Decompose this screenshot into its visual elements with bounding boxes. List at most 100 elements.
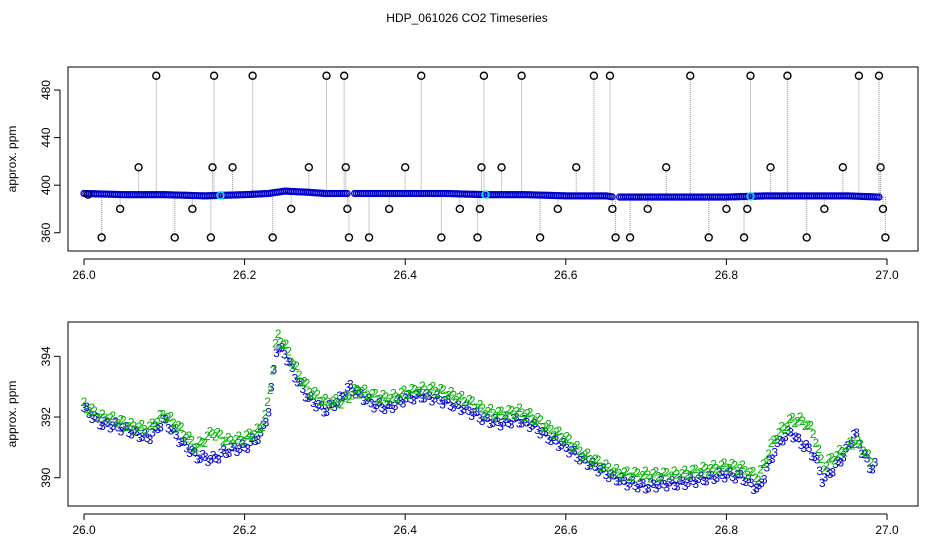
series-3-point: 3 bbox=[394, 393, 401, 407]
series-3-point: 3 bbox=[761, 472, 768, 486]
series-2-point: 2 bbox=[367, 391, 374, 405]
series-2-point: 2 bbox=[102, 411, 109, 425]
series-3-point: 3 bbox=[782, 430, 789, 444]
series-2-point: 2 bbox=[718, 458, 725, 472]
series-2-point: 2 bbox=[151, 419, 158, 433]
series-2-point: 2 bbox=[823, 460, 830, 474]
series-3-point: 3 bbox=[624, 479, 631, 493]
series-2-point: 2 bbox=[388, 391, 395, 405]
series-3-point: 3 bbox=[703, 474, 710, 488]
spike-point bbox=[209, 71, 219, 80]
x-tick-label: 26.0 bbox=[72, 268, 96, 282]
series-3-point: 3 bbox=[787, 425, 794, 439]
series-2-point: 2 bbox=[207, 424, 214, 438]
series-3-point: 3 bbox=[323, 405, 330, 419]
series-2-point: 2 bbox=[810, 427, 817, 441]
series-3-point: 3 bbox=[376, 396, 383, 410]
series-2-point: 2 bbox=[125, 419, 132, 433]
series-3-point: 3 bbox=[803, 437, 810, 451]
series-2-point: 2 bbox=[275, 327, 282, 341]
series-2-point: 2 bbox=[854, 434, 861, 448]
spike-point bbox=[479, 71, 489, 80]
series-3-point: 3 bbox=[236, 442, 243, 456]
highlight-point bbox=[481, 190, 490, 199]
series-3-point: 3 bbox=[226, 446, 233, 460]
series-3-point: 3 bbox=[128, 428, 135, 442]
series-2-point: 2 bbox=[553, 425, 560, 439]
series-3-point: 3 bbox=[732, 473, 739, 487]
series-2-point: 2 bbox=[802, 419, 809, 433]
series-3-point: 3 bbox=[273, 346, 280, 360]
series-3-point: 3 bbox=[244, 442, 251, 456]
series-2-point: 2 bbox=[327, 398, 334, 412]
series-3-point: 3 bbox=[640, 476, 647, 490]
series-3-point: 3 bbox=[642, 482, 649, 496]
series-3-point: 3 bbox=[336, 389, 343, 403]
series-3-point: 3 bbox=[176, 436, 183, 450]
series-2-point: 2 bbox=[605, 460, 612, 474]
series-2-point: 2 bbox=[385, 395, 392, 409]
series-3-point: 3 bbox=[719, 468, 726, 482]
series-2-point: 2 bbox=[490, 406, 497, 420]
series-2-point: 2 bbox=[765, 447, 772, 461]
series-3-point: 3 bbox=[574, 451, 581, 465]
series-3-point: 3 bbox=[437, 393, 444, 407]
plot-area bbox=[80, 71, 890, 242]
spike-point bbox=[820, 204, 829, 214]
series-3-point: 3 bbox=[645, 482, 652, 496]
y-tick-label: 394 bbox=[39, 346, 53, 366]
series-2-point: 2 bbox=[721, 456, 728, 470]
spike-point bbox=[134, 163, 143, 172]
series-2-point: 2 bbox=[815, 442, 822, 456]
series-2-point: 2 bbox=[789, 411, 796, 425]
series-2-point: 2 bbox=[159, 407, 166, 421]
series-2-point: 2 bbox=[146, 419, 153, 433]
baseline-point bbox=[875, 193, 883, 201]
series-3-point: 3 bbox=[99, 419, 106, 433]
series-2-point: 2 bbox=[416, 384, 423, 398]
series-2-point: 2 bbox=[128, 415, 135, 429]
series-2-point: 2 bbox=[401, 383, 408, 397]
series-3-point: 3 bbox=[671, 479, 678, 493]
series-2-point: 2 bbox=[317, 395, 324, 409]
series-3-point: 3 bbox=[181, 434, 188, 448]
series-2-point: 2 bbox=[624, 464, 631, 478]
series-2-point: 2 bbox=[702, 462, 709, 476]
series-2-point: 2 bbox=[225, 431, 232, 445]
series-2-point: 2 bbox=[453, 394, 460, 408]
series-3-point: 3 bbox=[856, 437, 863, 451]
series-2-point: 2 bbox=[256, 422, 263, 436]
series-2-point: 2 bbox=[175, 419, 182, 433]
series-2-point: 2 bbox=[348, 388, 355, 402]
spike-point bbox=[802, 233, 811, 242]
series-3-point: 3 bbox=[397, 394, 404, 408]
spike-point bbox=[739, 233, 749, 242]
series-3-point: 3 bbox=[265, 406, 272, 420]
series-2-point: 2 bbox=[377, 392, 384, 406]
x-tick-label: 27.0 bbox=[875, 268, 899, 282]
series-3-point: 3 bbox=[205, 455, 212, 469]
series-2-point: 2 bbox=[222, 434, 229, 448]
series-2-point: 2 bbox=[154, 415, 161, 429]
series-2-point: 2 bbox=[285, 345, 292, 359]
spike-point bbox=[322, 71, 331, 80]
series-3-point: 3 bbox=[381, 403, 388, 417]
series-3-point: 3 bbox=[413, 388, 420, 402]
series-3-point: 3 bbox=[484, 411, 491, 425]
series-3-point: 3 bbox=[373, 398, 380, 412]
series-2-point: 2 bbox=[576, 444, 583, 458]
series-2-point: 2 bbox=[209, 427, 216, 441]
series-2-point: 2 bbox=[309, 388, 316, 402]
series-3-point: 3 bbox=[281, 347, 288, 361]
series-3-point: 3 bbox=[447, 399, 454, 413]
series-3-point: 3 bbox=[513, 411, 520, 425]
series-2-point: 2 bbox=[608, 467, 615, 481]
series-2-point: 2 bbox=[503, 408, 510, 422]
y-tick-label: 400 bbox=[39, 175, 53, 195]
series-2-point: 2 bbox=[220, 434, 227, 448]
series-3-point: 3 bbox=[423, 387, 430, 401]
series-2-point: 2 bbox=[632, 465, 639, 479]
series-2-point: 2 bbox=[485, 404, 492, 418]
series-3-point: 3 bbox=[426, 389, 433, 403]
series-2-point: 2 bbox=[448, 384, 455, 398]
